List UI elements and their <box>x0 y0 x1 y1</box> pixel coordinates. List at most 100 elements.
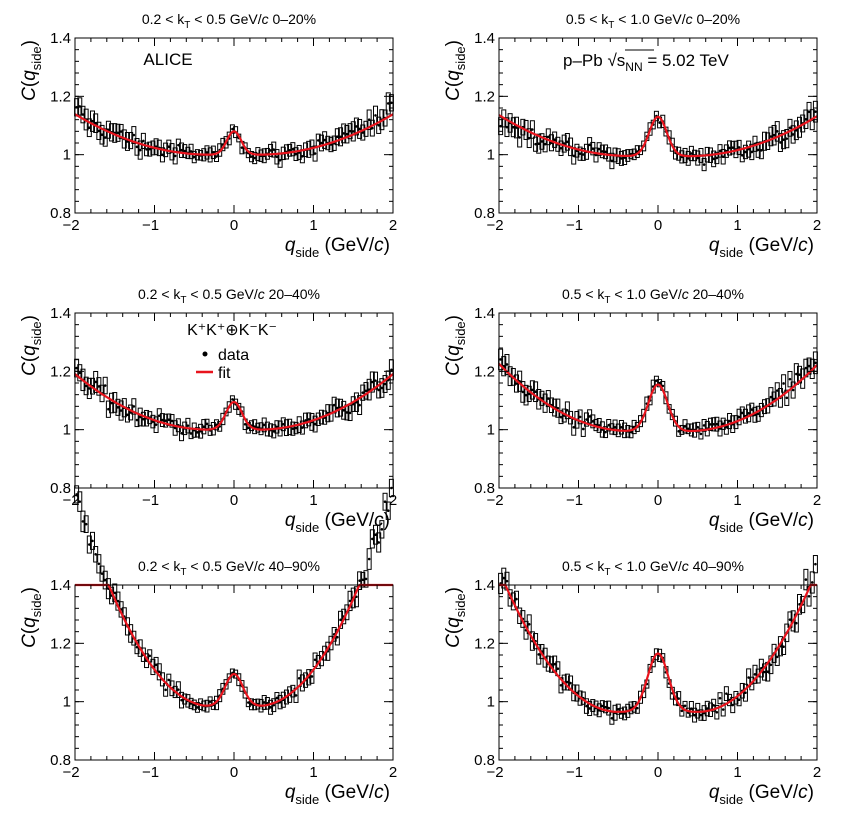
data-point-box <box>552 131 558 148</box>
data-point <box>696 425 700 429</box>
data-point <box>157 414 161 417</box>
x-label-c: c <box>374 782 384 803</box>
data-point <box>721 708 725 711</box>
energy-value: = 5.02 TeV <box>643 51 730 70</box>
x-tick-label: −1 <box>142 217 159 234</box>
data-point-box <box>293 147 299 162</box>
data-point-box <box>179 142 185 158</box>
x-axis-label: qside (GeV/c) <box>709 235 814 260</box>
data-point <box>788 126 792 130</box>
data-point-box <box>163 413 169 428</box>
data-point <box>132 405 136 408</box>
data-point <box>788 377 792 381</box>
data-point <box>116 406 120 409</box>
data-point <box>613 426 617 429</box>
y-label-c: C <box>19 634 40 648</box>
data-point-box <box>318 651 324 667</box>
x-tick-label: 2 <box>389 217 397 234</box>
data-point <box>377 388 380 392</box>
data-point <box>636 706 639 710</box>
data-point-box <box>803 568 809 591</box>
data-point <box>91 539 94 543</box>
data-point-box <box>179 691 185 709</box>
data-point-box <box>641 140 647 152</box>
data-point-box <box>137 407 143 427</box>
data-point <box>215 155 218 158</box>
title-c: c <box>258 286 265 302</box>
data-point <box>620 425 623 429</box>
data-point <box>505 363 509 366</box>
data-point <box>715 156 719 160</box>
data-point <box>103 136 107 139</box>
data-point <box>597 708 601 712</box>
data-point-box <box>577 146 583 161</box>
x-tick-label: 0 <box>654 492 662 509</box>
data-point <box>342 408 346 412</box>
data-point-box <box>809 571 815 594</box>
data-point <box>559 415 563 419</box>
x-label-close: ) <box>384 782 390 803</box>
data-point <box>588 143 591 147</box>
data-point <box>696 156 700 160</box>
data-point <box>728 419 731 423</box>
data-point-box <box>124 407 130 423</box>
data-point <box>791 388 795 392</box>
data-point-box <box>131 398 137 415</box>
data-point-box <box>596 703 602 718</box>
data-point <box>75 366 78 370</box>
data-point-box <box>692 707 698 723</box>
data-point <box>361 391 365 394</box>
data-point-box <box>312 415 318 433</box>
y-tick-label: 1.4 <box>50 30 71 47</box>
title-centrality: 0–20% <box>693 11 740 27</box>
data-point-box <box>618 150 624 166</box>
data-point-box <box>583 412 589 427</box>
data-point-box <box>510 592 516 611</box>
data-point-box <box>558 140 564 156</box>
data-point-box <box>695 150 701 166</box>
x-tick-label: −2 <box>486 492 503 509</box>
data-point-box <box>318 134 324 152</box>
data-point <box>531 388 534 392</box>
data-point <box>88 126 91 130</box>
data-point-box <box>682 419 688 434</box>
data-point <box>180 698 183 702</box>
data-point <box>578 415 582 419</box>
y-label-c: C <box>443 362 464 376</box>
data-point-box <box>306 412 312 427</box>
data-point-box <box>344 125 350 144</box>
data-point-box <box>261 695 267 710</box>
data-point-box <box>131 630 137 646</box>
data-point-box <box>784 389 790 406</box>
data-point <box>804 578 808 581</box>
data-point <box>113 591 117 595</box>
x-tick-label: −1 <box>142 764 159 781</box>
data-point-box <box>533 381 539 403</box>
data-point-box <box>784 623 790 643</box>
data-point <box>737 146 741 149</box>
data-point-box <box>373 371 379 390</box>
data-point-box <box>347 404 353 422</box>
x-label-c: c <box>798 510 808 531</box>
data-point <box>775 389 779 392</box>
data-point <box>142 139 145 143</box>
data-point <box>135 418 139 422</box>
data-point <box>186 424 190 427</box>
data-point <box>247 426 250 430</box>
energy-sub: NN <box>625 60 642 74</box>
data-series <box>74 92 394 168</box>
data-point <box>332 403 336 407</box>
y-tick-label: 0.8 <box>50 205 71 222</box>
data-point <box>142 417 145 421</box>
y-tick-label: 1.2 <box>474 88 495 105</box>
data-point-box <box>109 392 115 414</box>
data-point <box>100 572 104 575</box>
data-point-box <box>166 139 172 154</box>
data-point-box <box>603 144 609 160</box>
data-point <box>320 141 323 145</box>
y-label-sub: side <box>29 593 44 617</box>
data-point-box <box>590 141 596 156</box>
data-point-box <box>698 709 704 721</box>
y-label-close: ) <box>19 40 40 46</box>
data-point <box>81 113 85 116</box>
